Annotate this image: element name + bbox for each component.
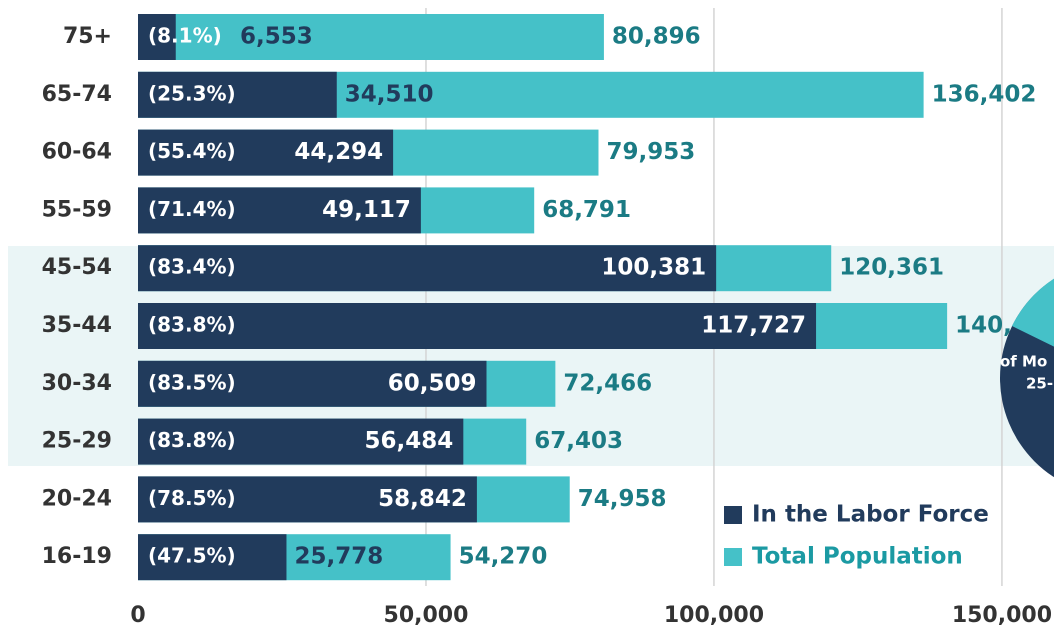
labor-bar	[138, 534, 287, 581]
y-tick-label: 55-59	[42, 197, 112, 222]
labor-value-label: 34,510	[345, 81, 434, 107]
x-tick-label: 0	[130, 603, 145, 628]
participation-label: (83.4%)	[148, 255, 236, 279]
total-value-label: 79,953	[606, 139, 695, 165]
labor-bar	[138, 418, 464, 465]
labor-bar	[138, 476, 477, 523]
total-value-label: 67,403	[534, 428, 623, 454]
labor-value-label: 117,727	[701, 313, 806, 339]
participation-label: (83.8%)	[148, 313, 236, 337]
total-value-label: 136,402	[932, 81, 1037, 107]
inset-pie: of Mo 25-	[1000, 278, 1054, 478]
x-tick-label: 150,000	[952, 603, 1052, 628]
legend-label: In the Labor Force	[752, 502, 989, 528]
y-tick-label: 16-19	[42, 544, 112, 569]
participation-label: (47.5%)	[148, 544, 236, 568]
labor-bar	[138, 129, 394, 176]
labor-value-label: 6,553	[240, 24, 313, 50]
legend-swatch	[724, 506, 742, 524]
inset-text: 25-	[1026, 375, 1053, 393]
participation-label: (25.3%)	[148, 81, 236, 105]
labor-bar	[138, 360, 487, 407]
participation-label: (83.8%)	[148, 428, 236, 452]
legend-swatch	[724, 548, 742, 566]
y-tick-label: 25-29	[42, 429, 112, 454]
labor-value-label: 56,484	[365, 428, 454, 454]
total-value-label: 68,791	[542, 197, 631, 223]
participation-label: (8.1%)	[148, 24, 222, 48]
participation-label: (83.5%)	[148, 370, 236, 394]
total-value-label: 74,958	[578, 486, 667, 512]
labor-value-label: 44,294	[294, 139, 383, 165]
y-tick-label: 45-54	[42, 255, 112, 280]
labor-value-label: 58,842	[378, 486, 467, 512]
legend-label: Total Population	[752, 544, 963, 570]
participation-label: (55.4%)	[148, 139, 236, 163]
labor-bar	[138, 71, 337, 118]
y-tick-label: 65-74	[42, 82, 112, 107]
labor-bar	[138, 245, 717, 292]
labor-value-label: 60,509	[388, 370, 477, 396]
participation-label: (71.4%)	[148, 197, 236, 221]
inset-text: of Mo	[1000, 353, 1047, 371]
labor-value-label: 49,117	[322, 197, 411, 223]
x-tick-label: 100,000	[664, 603, 764, 628]
y-tick-label: 75+	[63, 24, 112, 49]
legend: In the Labor Force Total Population	[724, 502, 989, 570]
y-tick-label: 35-44	[42, 313, 112, 338]
participation-label: (78.5%)	[148, 486, 236, 510]
total-value-label: 80,896	[612, 24, 701, 50]
total-value-label: 72,466	[563, 370, 652, 396]
bars: 75+ (8.1%) 6,553 80,896 65-74 (25.3%) 34,510 13…	[42, 14, 1054, 581]
y-tick-label: 20-24	[42, 486, 112, 511]
y-tick-label: 60-64	[42, 140, 112, 165]
inset-pie-wedge	[1012, 278, 1054, 347]
labor-bar	[138, 187, 421, 234]
total-bar	[138, 14, 604, 60]
x-tick-label: 50,000	[384, 603, 469, 628]
labor-value-label: 25,778	[294, 544, 383, 570]
total-value-label: 54,270	[459, 544, 548, 570]
labor-value-label: 100,381	[601, 255, 706, 281]
y-tick-label: 30-34	[42, 371, 112, 396]
labor-bar	[138, 303, 817, 349]
total-value-label: 120,361	[839, 255, 944, 281]
labor-bar	[138, 14, 176, 60]
